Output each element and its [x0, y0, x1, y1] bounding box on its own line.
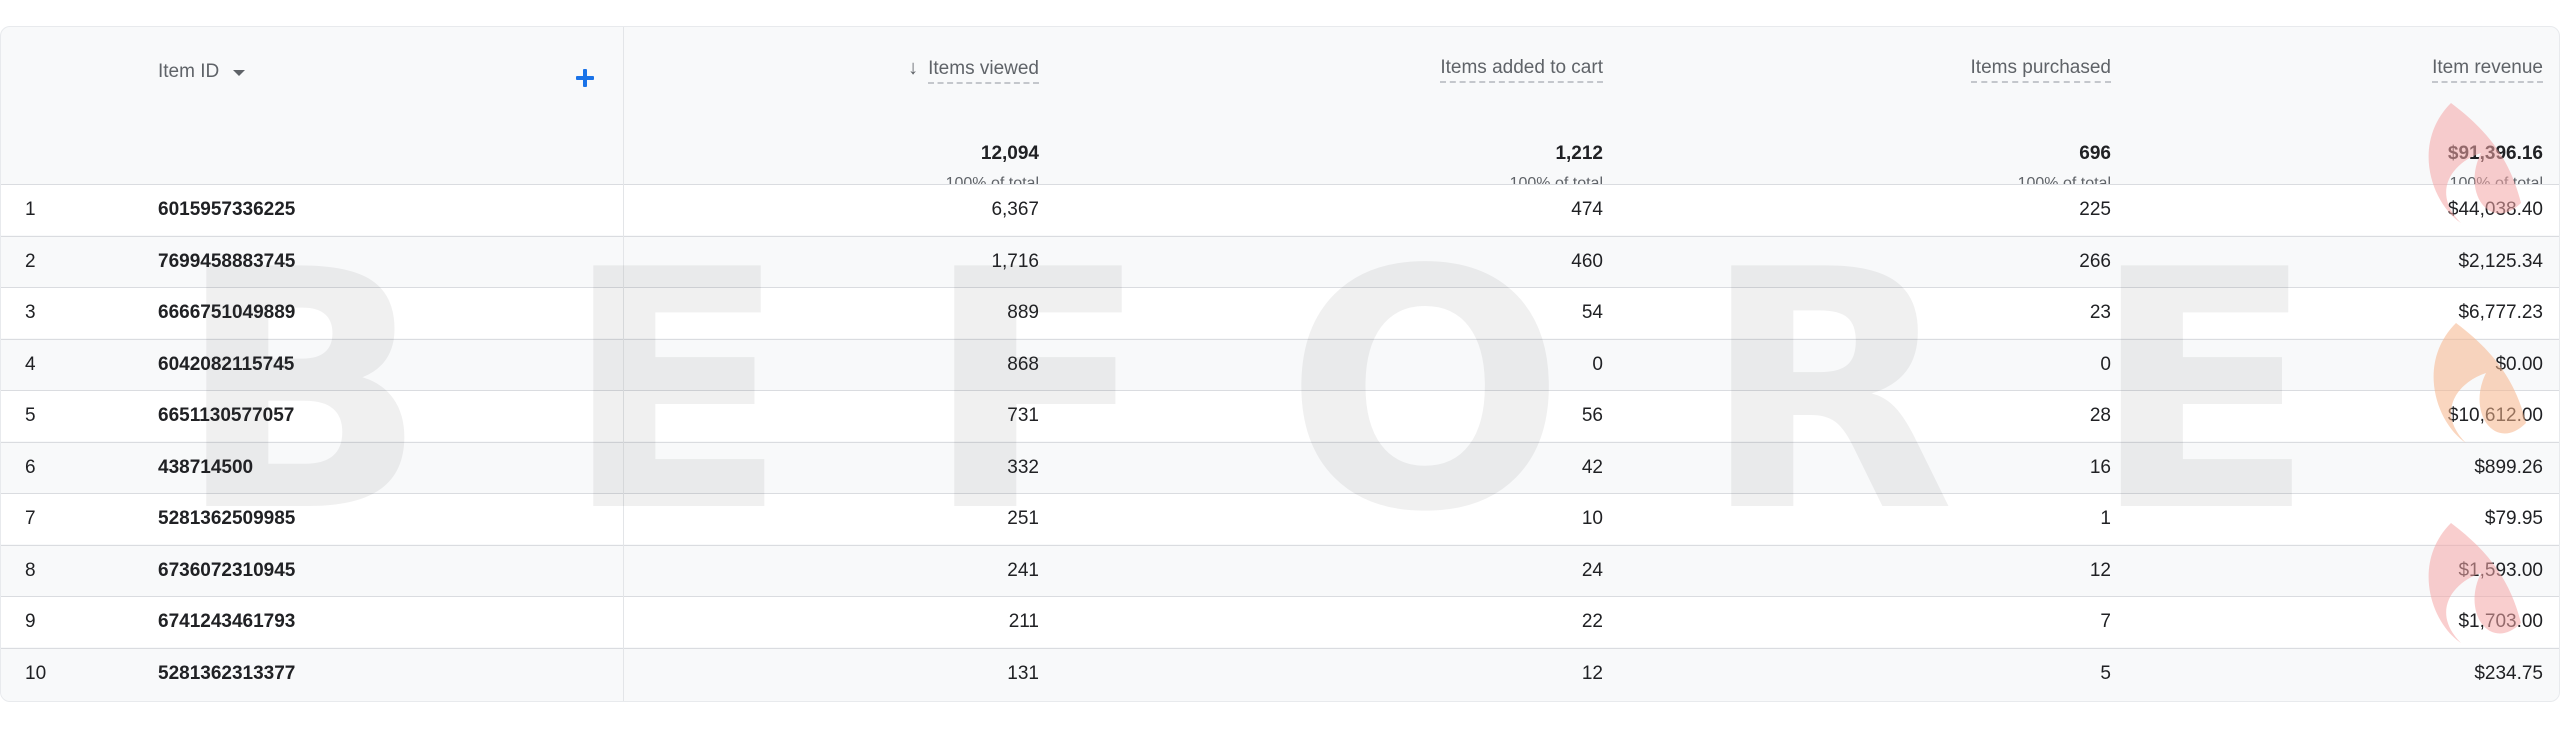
item-revenue-value: $1,703.00 — [2458, 611, 2543, 632]
items-added-to-cart-value: 42 — [1581, 456, 1603, 478]
item-id-link[interactable]: 6666751049889 — [158, 302, 296, 323]
item-id-link[interactable]: 6741243461793 — [158, 611, 296, 632]
item-revenue-value: $79.95 — [2484, 508, 2543, 529]
items-added-to-cart-value: 12 — [1581, 662, 1603, 684]
row-rank: 4 — [25, 353, 36, 375]
items-purchased-value: 225 — [2079, 199, 2111, 220]
table-row[interactable]: 4 6042082115745 868 0 0 $0.00 — [1, 338, 2559, 390]
total-items-purchased: 696 — [2079, 143, 2111, 164]
dimension-header-label: Item ID — [158, 61, 220, 82]
items-viewed-value: 889 — [1007, 302, 1039, 323]
table-header: Item ID ↓ Items viewed Items added to car… — [1, 27, 2559, 192]
items-viewed-value: 332 — [1007, 456, 1039, 478]
row-rank: 8 — [25, 559, 36, 581]
table-row[interactable]: 7 5281362509985 251 10 1 $79.95 — [1, 493, 2559, 544]
items-purchased-value: 12 — [2089, 559, 2111, 581]
table-row[interactable]: 9 6741243461793 211 22 7 $1,703.00 — [1, 596, 2559, 647]
column-header-items-viewed[interactable]: ↓ Items viewed — [908, 57, 1039, 84]
table-row[interactable]: 3 6666751049889 889 54 23 $6,777.23 — [1, 287, 2559, 338]
table-row[interactable]: 10 5281362313377 131 12 5 $234.75 — [1, 647, 2559, 699]
table-row[interactable]: 1 6015957336225 6,367 474 225 $44,038.40 — [1, 184, 2559, 235]
item-revenue-value: $2,125.34 — [2458, 250, 2543, 272]
item-id-link[interactable]: 6015957336225 — [158, 199, 296, 220]
item-id-link[interactable]: 5281362313377 — [158, 662, 296, 684]
items-purchased-value: 1 — [2100, 508, 2111, 529]
items-viewed-value: 251 — [1007, 508, 1039, 529]
items-viewed-value: 731 — [1007, 405, 1039, 426]
item-id-link[interactable]: 5281362509985 — [158, 508, 296, 529]
row-rank: 1 — [25, 199, 36, 220]
items-added-to-cart-value: 460 — [1571, 250, 1603, 272]
item-id-link[interactable]: 6736072310945 — [158, 559, 296, 581]
items-added-to-cart-value: 10 — [1581, 508, 1603, 529]
items-added-to-cart-value: 474 — [1571, 199, 1603, 220]
items-purchased-value: 0 — [2100, 353, 2111, 375]
items-added-to-cart-value: 56 — [1581, 405, 1603, 426]
item-revenue-value: $44,038.40 — [2447, 199, 2543, 220]
item-revenue-value: $6,777.23 — [2458, 302, 2543, 323]
caret-down-icon — [233, 70, 246, 76]
row-rank: 9 — [25, 611, 36, 632]
items-added-to-cart-value: 54 — [1581, 302, 1603, 323]
column-header-items-purchased[interactable]: Items purchased — [1970, 57, 2111, 83]
row-rank: 7 — [25, 508, 36, 529]
items-added-to-cart-value: 0 — [1592, 353, 1603, 375]
items-added-to-cart-value: 24 — [1581, 559, 1603, 581]
table-row[interactable]: 5 6651130577057 731 56 28 $10,612.00 — [1, 390, 2559, 441]
column-header-item-revenue[interactable]: Item revenue — [2432, 57, 2543, 83]
items-viewed-value: 6,367 — [991, 199, 1039, 220]
arrow-down-icon: ↓ — [908, 57, 919, 79]
items-purchased-value: 28 — [2089, 405, 2111, 426]
table-row[interactable]: 6 438714500 332 42 16 $899.26 — [1, 441, 2559, 493]
items-viewed-value: 1,716 — [991, 250, 1039, 272]
plus-icon[interactable] — [574, 67, 596, 89]
items-purchased-value: 16 — [2089, 456, 2111, 478]
items-purchased-value: 5 — [2100, 662, 2111, 684]
item-revenue-value: $10,612.00 — [2447, 405, 2543, 426]
row-rank: 2 — [25, 250, 36, 272]
row-rank: 6 — [25, 456, 36, 478]
total-items-viewed: 12,094 — [980, 143, 1039, 164]
items-purchased-value: 23 — [2089, 302, 2111, 323]
item-id-link[interactable]: 6042082115745 — [158, 353, 295, 375]
total-items-added-to-cart: 1,212 — [1555, 143, 1603, 164]
item-revenue-value: $899.26 — [2474, 456, 2543, 478]
items-viewed-value: 131 — [1007, 662, 1039, 684]
total-item-revenue: $91,396.16 — [2447, 143, 2543, 164]
items-viewed-value: 211 — [1008, 611, 1039, 632]
items-added-to-cart-value: 22 — [1581, 611, 1603, 632]
item-id-link[interactable]: 6651130577057 — [158, 405, 295, 426]
row-rank: 10 — [25, 662, 47, 684]
dimension-selector[interactable]: Item ID — [158, 61, 246, 83]
column-header-items-added-to-cart[interactable]: Items added to cart — [1440, 57, 1603, 83]
items-purchased-value: 266 — [2079, 250, 2111, 272]
item-revenue-value: $0.00 — [2495, 353, 2543, 375]
row-rank: 5 — [25, 405, 36, 426]
column-divider — [623, 27, 624, 701]
table-row[interactable]: 2 7699458883745 1,716 460 266 $2,125.34 — [1, 235, 2559, 287]
items-purchased-value: 7 — [2100, 611, 2111, 632]
item-id-link[interactable]: 7699458883745 — [158, 250, 296, 272]
item-revenue-value: $1,593.00 — [2458, 559, 2543, 581]
item-id-link[interactable]: 438714500 — [158, 456, 254, 478]
data-table: Item ID ↓ Items viewed Items added to car… — [0, 26, 2560, 702]
table-row[interactable]: 8 6736072310945 241 24 12 $1,593.00 — [1, 544, 2559, 596]
row-rank: 3 — [25, 302, 36, 323]
items-viewed-value: 868 — [1007, 353, 1039, 375]
item-revenue-value: $234.75 — [2474, 662, 2543, 684]
items-viewed-value: 241 — [1007, 559, 1039, 581]
table-body: 1 6015957336225 6,367 474 225 $44,038.40 2 7699… — [1, 184, 2559, 701]
